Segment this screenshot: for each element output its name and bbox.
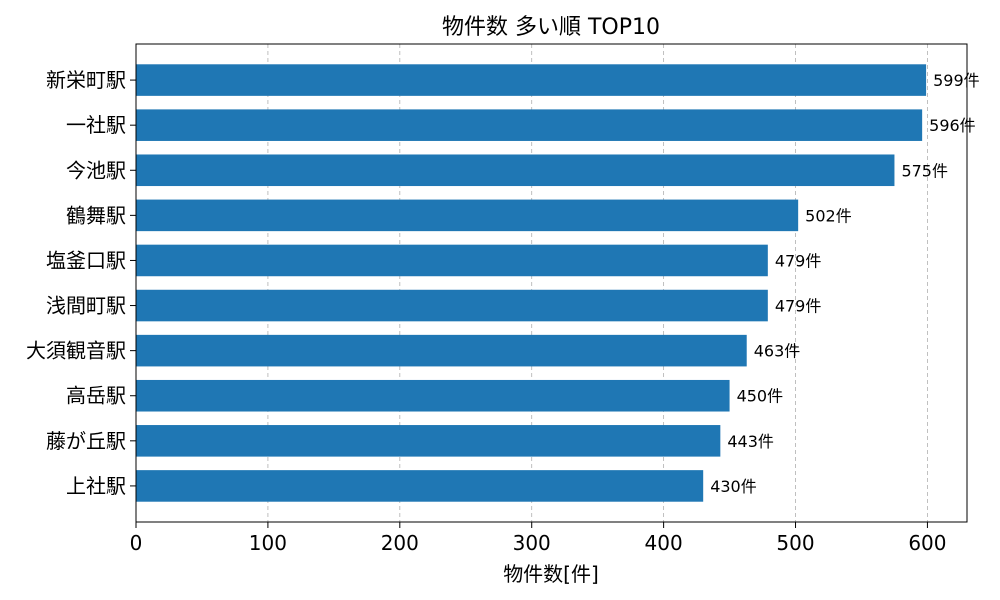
category-label-4: 塩釜口駅: [46, 248, 126, 272]
category-label-1: 一社駅: [66, 113, 126, 137]
data-label-0: 599件: [933, 71, 980, 90]
data-label-3: 502件: [805, 206, 852, 225]
bar-3: [136, 199, 799, 232]
data-label-4: 479件: [775, 251, 822, 270]
category-label-3: 鶴舞駅: [66, 203, 126, 227]
category-label-5: 浅間町駅: [46, 294, 126, 318]
data-label-2: 575件: [901, 161, 948, 180]
x-tick-label-6: 600: [908, 531, 946, 555]
bar-4: [136, 244, 768, 277]
data-label-1: 596件: [929, 116, 976, 135]
bar-6: [136, 334, 747, 367]
x-tick-label-0: 0: [130, 531, 143, 555]
x-tick-label-3: 300: [513, 531, 551, 555]
category-label-8: 藤が丘駅: [46, 429, 126, 453]
category-label-2: 今池駅: [66, 158, 126, 182]
bars: [136, 64, 927, 502]
data-label-5: 479件: [775, 297, 822, 316]
data-label-6: 463件: [754, 342, 801, 361]
bar-1: [136, 109, 923, 141]
bar-0: [136, 64, 927, 96]
bar-5: [136, 289, 768, 322]
bar-8: [136, 425, 721, 457]
x-tick-label-2: 200: [381, 531, 419, 555]
category-label-6: 大須観音駅: [26, 339, 126, 363]
bar-2: [136, 154, 895, 187]
data-labels: 599件 596件 575件 502件 479件 479件 463件 450件 443件 430件: [710, 71, 979, 496]
plot-frame: [135, 43, 968, 523]
bar-9: [136, 470, 704, 502]
data-label-8: 443件: [727, 432, 774, 451]
bar-7: [136, 379, 730, 412]
category-label-0: 新栄町駅: [46, 68, 126, 92]
x-tick-label-1: 100: [249, 531, 287, 555]
category-label-7: 高岳駅: [66, 384, 126, 408]
data-label-9: 430件: [710, 477, 757, 496]
data-label-7: 450件: [737, 387, 784, 406]
x-tick-label-4: 400: [645, 531, 683, 555]
x-tick-label-5: 500: [776, 531, 814, 555]
chart-title: 物件数 多い順 TOP10: [442, 15, 660, 40]
x-axis-label: 物件数[件]: [503, 562, 599, 586]
x-axis-ticks: 0 100 200 300 400 500 600: [130, 522, 947, 555]
category-label-9: 上社駅: [66, 474, 126, 498]
